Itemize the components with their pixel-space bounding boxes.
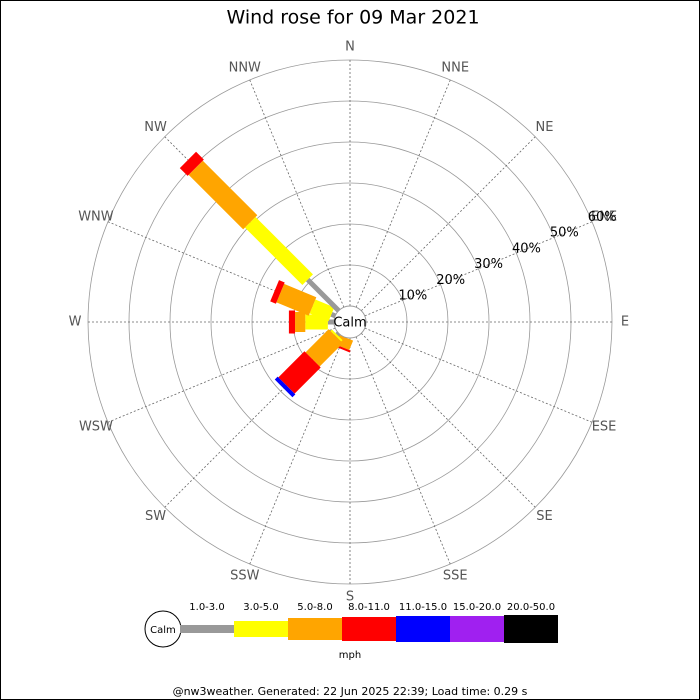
legend-swatch	[234, 621, 288, 637]
petal-segment	[188, 160, 258, 230]
legend-swatch	[396, 616, 450, 642]
legend-label: 3.0-5.0	[243, 602, 278, 613]
ring-label: 40%	[512, 241, 541, 256]
petal-segment	[278, 351, 321, 394]
direction-label: SE	[536, 509, 552, 524]
petal-segment	[179, 151, 204, 176]
direction-label: NNW	[229, 60, 261, 75]
petal-segment	[335, 331, 341, 337]
ring-label: 50%	[550, 226, 579, 241]
direction-label: SW	[145, 509, 166, 524]
direction-label: WSW	[79, 420, 113, 435]
legend-swatch	[342, 617, 396, 641]
legend-label: 15.0-20.0	[453, 602, 501, 613]
legend-swatch	[450, 616, 504, 642]
direction-label: ENE	[591, 209, 617, 224]
ring-label: 10%	[398, 288, 427, 303]
direction-label: E	[621, 315, 629, 330]
petal-segment	[274, 376, 296, 398]
petal-segment	[305, 329, 343, 367]
direction-label: SSW	[230, 569, 260, 584]
petal-segment	[288, 310, 296, 334]
legend-label: 5.0-8.0	[297, 602, 332, 613]
legend-swatch	[180, 625, 234, 633]
spoke	[361, 136, 536, 311]
petal-segment	[244, 216, 313, 285]
legend-swatch	[504, 615, 558, 643]
petal-segment	[330, 329, 343, 342]
direction-label: S	[346, 590, 354, 605]
spoke	[249, 79, 345, 308]
units: mph	[339, 650, 361, 661]
direction-label: NE	[535, 120, 553, 135]
spoke	[364, 327, 593, 423]
spoke	[107, 327, 336, 423]
calm-circle	[333, 305, 367, 339]
petal-segment	[309, 299, 335, 322]
spoke	[364, 221, 593, 317]
calm-label: Calm	[333, 316, 366, 331]
petal-segment	[327, 319, 334, 325]
chart-title: Wind rose for 09 Mar 2021	[226, 7, 479, 29]
petal-segment	[270, 280, 285, 304]
spoke	[355, 79, 451, 308]
footer: @nw3weather. Generated: 22 Jun 2025 22:3…	[173, 685, 528, 698]
direction-label: NW	[144, 120, 167, 135]
legend-label: 20.0-50.0	[507, 602, 555, 613]
ring-label: 20%	[436, 273, 465, 288]
spoke	[355, 336, 451, 565]
direction-label: NNE	[441, 60, 469, 75]
legend-calm-label: Calm	[150, 625, 176, 636]
legend-label: 8.0-11.0	[348, 602, 390, 613]
grid-ring	[210, 182, 490, 462]
direction-label: SSE	[443, 569, 468, 584]
petal-segment	[305, 277, 341, 313]
spoke	[361, 333, 536, 508]
ring-label: 60%	[588, 210, 617, 225]
legend-label: 1.0-3.0	[189, 602, 224, 613]
ring-label: 30%	[474, 257, 503, 272]
direction-label: W	[69, 315, 82, 330]
spoke	[249, 336, 345, 565]
legend-swatch	[288, 618, 342, 640]
legend-label: 11.0-15.0	[399, 602, 447, 613]
petal-segment	[295, 312, 306, 332]
direction-label: WNW	[78, 209, 114, 224]
direction-label: ESE	[592, 420, 617, 435]
direction-label: N	[345, 40, 355, 55]
petal-segment	[276, 283, 317, 316]
